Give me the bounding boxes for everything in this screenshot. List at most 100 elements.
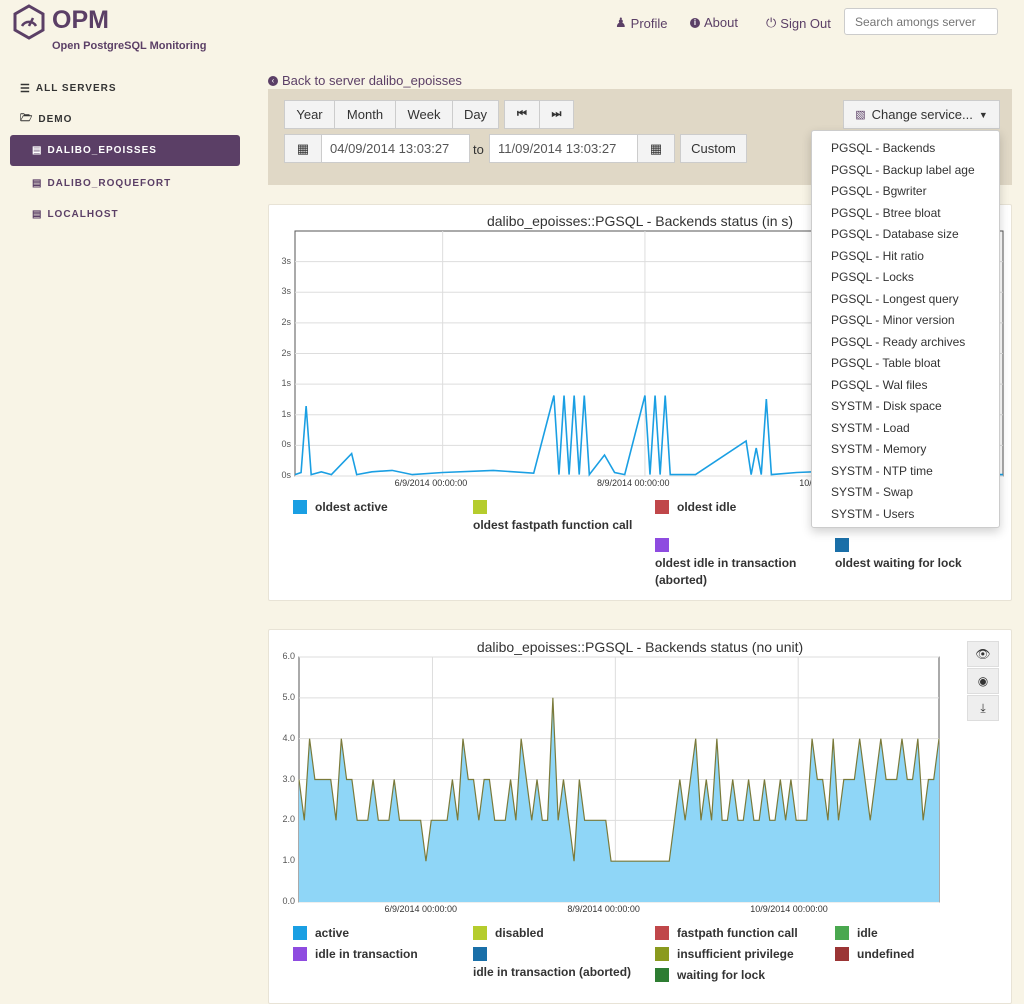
- legend-swatch: [473, 500, 487, 514]
- y-tick-label: 0.0: [282, 896, 295, 906]
- folder-icon: 🗁: [20, 113, 34, 124]
- sidebar-item-all-servers[interactable]: ☰ ALL SERVERS: [20, 83, 117, 95]
- sidebar-item-demo[interactable]: 🗁 DEMO: [10, 104, 240, 135]
- x-tick-label: 10/9/2014 00:00:00: [750, 904, 828, 914]
- y-tick-label: 6.0: [282, 651, 295, 661]
- y-tick-label: 3s: [281, 286, 291, 297]
- legend-swatch: [293, 500, 307, 514]
- y-tick-label: 1s: [281, 378, 291, 389]
- back-to-server-link[interactable]: ‹ Back to server dalibo_epoisses: [268, 73, 462, 88]
- end-date-input[interactable]: 11/09/2014 13:03:27: [489, 134, 638, 163]
- legend-item[interactable]: active: [293, 925, 349, 942]
- legend-item[interactable]: disabled: [473, 925, 544, 942]
- sidebar-item-localhost[interactable]: ▤ LOCALHOST: [32, 209, 119, 220]
- legend-item[interactable]: oldest waiting for lock: [835, 537, 1005, 572]
- legend-item[interactable]: insufficient privilege: [655, 946, 794, 963]
- start-date-input[interactable]: 04/09/2014 13:03:27: [321, 134, 470, 163]
- legend-item[interactable]: oldest fastpath function call: [473, 499, 633, 534]
- hide-series-icon[interactable]: 👁: [967, 641, 999, 667]
- server-icon: ▤: [32, 145, 43, 156]
- about-link[interactable]: i About: [690, 15, 738, 30]
- sign-out-link[interactable]: ⏻ Sign Out: [766, 15, 831, 31]
- legend-swatch: [835, 947, 849, 961]
- caret-down-icon: ▼: [978, 109, 988, 120]
- range-year-button[interactable]: Year: [284, 100, 335, 129]
- service-menu-item[interactable]: SYSTM - Load: [831, 420, 910, 435]
- profile-link[interactable]: ♟ Profile: [615, 15, 668, 31]
- legend-item[interactable]: oldest idle: [655, 499, 736, 516]
- app-subtitle: Open PostgreSQL Monitoring: [52, 40, 207, 52]
- service-menu-item[interactable]: PGSQL - Database size: [831, 227, 959, 241]
- service-menu-item[interactable]: PGSQL - Locks: [831, 270, 914, 284]
- service-menu-item[interactable]: PGSQL - Ready archives: [831, 334, 966, 349]
- next-period-icon[interactable]: ⏭: [539, 100, 574, 129]
- service-menu-item[interactable]: PGSQL - Longest query: [831, 291, 959, 306]
- legend-swatch: [473, 947, 487, 961]
- list-icon: ☰: [20, 83, 31, 95]
- service-menu-item[interactable]: PGSQL - Bgwriter: [831, 184, 927, 198]
- globe-icon[interactable]: ◉: [967, 668, 999, 694]
- y-tick-label: 5.0: [282, 691, 295, 702]
- chart-title: dalibo_epoisses::PGSQL - Backends status…: [476, 639, 804, 655]
- calendar-start-icon[interactable]: ▦: [284, 134, 322, 163]
- legend-item[interactable]: oldest active: [293, 499, 388, 516]
- legend-swatch: [293, 926, 307, 940]
- y-tick-label: 1.0: [282, 855, 295, 866]
- download-icon[interactable]: ⤓: [967, 695, 999, 721]
- x-tick-label: 6/9/2014 00:00:00: [394, 478, 468, 488]
- to-label: to: [473, 142, 484, 157]
- legend-item[interactable]: idle in transaction (aborted): [473, 946, 633, 981]
- service-menu-item[interactable]: SYSTM - NTP time: [831, 463, 933, 478]
- y-tick-label: 1s: [281, 408, 291, 419]
- x-tick-label: 6/9/2014 00:00:00: [384, 904, 458, 914]
- calendar-end-icon[interactable]: ▦: [637, 134, 675, 163]
- service-menu-item[interactable]: PGSQL - Backends: [831, 141, 936, 155]
- y-tick-label: 3s: [281, 255, 291, 266]
- range-week-button[interactable]: Week: [395, 100, 453, 129]
- legend-swatch: [835, 538, 849, 552]
- legend-swatch: [655, 968, 669, 982]
- service-menu-item[interactable]: PGSQL - Wal files: [831, 377, 928, 392]
- previous-period-icon[interactable]: ⏮: [504, 100, 540, 129]
- legend-swatch: [655, 926, 669, 940]
- service-menu-item[interactable]: PGSQL - Minor version: [831, 313, 955, 327]
- app-name[interactable]: OPM: [52, 6, 109, 34]
- legend-swatch: [655, 500, 669, 514]
- legend-item[interactable]: waiting for lock: [655, 967, 765, 984]
- service-menu-item[interactable]: SYSTM - Swap: [831, 485, 914, 499]
- service-menu-item[interactable]: SYSTM - Disk space: [831, 399, 942, 413]
- opm-logo-icon: [13, 4, 45, 40]
- custom-range-button[interactable]: Custom: [680, 134, 747, 163]
- sidebar-item-dalibo-epoisses[interactable]: ▤ DALIBO_EPOISSES: [10, 135, 240, 166]
- y-tick-label: 4.0: [282, 732, 295, 743]
- backends-count-chart: [298, 656, 940, 903]
- range-month-button[interactable]: Month: [334, 100, 396, 129]
- search-input[interactable]: [844, 8, 998, 35]
- range-day-button[interactable]: Day: [452, 100, 499, 129]
- legend-swatch: [835, 926, 849, 940]
- service-menu-item[interactable]: SYSTM - Users: [831, 506, 915, 521]
- service-menu-item[interactable]: PGSQL - Backup label age: [831, 162, 975, 177]
- legend-item[interactable]: idle: [835, 925, 878, 942]
- server-icon: ▤: [32, 178, 43, 189]
- legend-item[interactable]: undefined: [835, 946, 914, 963]
- sidebar-item-dalibo-roquefort[interactable]: ▤ DALIBO_ROQUEFORT: [32, 178, 172, 189]
- series-active-line: [298, 697, 940, 862]
- service-menu-item[interactable]: SYSTM - Memory: [831, 442, 927, 456]
- legend-item[interactable]: fastpath function call: [655, 925, 798, 942]
- legend-swatch: [655, 947, 669, 961]
- legend-swatch: [293, 947, 307, 961]
- legend-item[interactable]: oldest idle in transaction (aborted): [655, 537, 825, 589]
- y-tick-label: 2.0: [282, 814, 295, 825]
- arrow-left-circle-icon: ‹: [268, 75, 278, 86]
- service-menu-item[interactable]: PGSQL - Table bloat: [831, 356, 941, 370]
- y-tick-label: 3.0: [282, 773, 295, 784]
- chart-panel-backends-count: dalibo_epoisses::PGSQL - Backends status…: [268, 629, 1012, 1004]
- service-menu-item[interactable]: PGSQL - Btree bloat: [831, 205, 941, 220]
- legend-item[interactable]: idle in transaction: [293, 946, 418, 963]
- y-tick-label: 2s: [281, 347, 291, 358]
- change-service-button[interactable]: ▧ Change service... ▼: [843, 100, 1000, 129]
- service-menu-item[interactable]: PGSQL - Hit ratio: [831, 248, 924, 263]
- x-tick-label: 8/9/2014 00:00:00: [596, 478, 670, 488]
- server-icon: ▤: [32, 209, 43, 220]
